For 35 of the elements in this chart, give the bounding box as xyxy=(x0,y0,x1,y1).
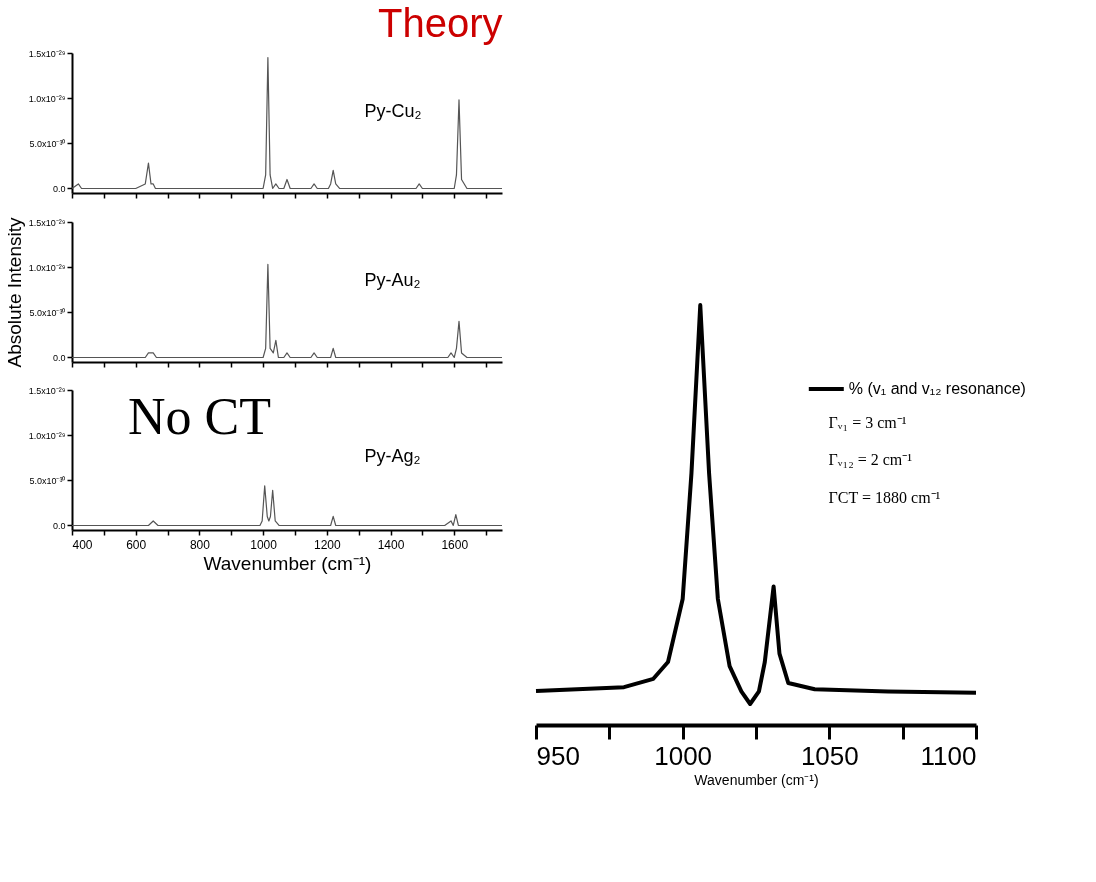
y-tick-label: 1.5x10⁻²⁹ xyxy=(28,48,66,59)
x-tick-label: 950 xyxy=(536,740,580,771)
y-tick-label: 0.0 xyxy=(52,520,66,531)
legend-label: % (v₁ and v₁₂ resonance) xyxy=(848,380,1026,397)
y-tick-label: 5.0x10⁻³⁰ xyxy=(29,475,66,486)
annotation: Py-Au₂ xyxy=(364,269,421,290)
annotation: No CT xyxy=(127,388,271,445)
y-tick-label: 1.0x10⁻²⁹ xyxy=(28,93,66,104)
y-tick-label: 0.0 xyxy=(52,183,66,194)
y-tick-label: 1.0x10⁻²⁹ xyxy=(28,262,66,273)
y-tick-label: 1.0x10⁻²⁹ xyxy=(28,430,66,441)
x-tick-label: 1400 xyxy=(377,537,405,552)
x-tick-label: 1100 xyxy=(920,740,977,771)
y-tick-label: 5.0x10⁻³⁰ xyxy=(29,307,66,318)
y-tick-label: 0.0 xyxy=(52,352,66,363)
y-tick-label: 1.5x10⁻²⁹ xyxy=(28,217,66,228)
x-tick-label: 1600 xyxy=(441,537,469,552)
x-tick-label: 1050 xyxy=(800,740,859,771)
annotation: ΓCT = 1880 cm⁻¹ xyxy=(828,489,941,507)
x-tick-label: 1000 xyxy=(250,537,278,552)
x-axis-title: Wavenumber (cm⁻¹) xyxy=(694,771,819,788)
y-axis-title: Absolute Intensity xyxy=(3,217,25,368)
x-tick-label: 800 xyxy=(189,537,211,552)
x-tick-label: 1000 xyxy=(654,740,713,771)
annotation: Py-Ag₂ xyxy=(364,446,421,467)
x-tick-label: 1200 xyxy=(313,537,341,552)
x-tick-label: 600 xyxy=(126,537,147,552)
annotation: Γᵥ₁ = 3 cm⁻¹ xyxy=(828,413,907,431)
annotation: Γᵥ₁₂ = 2 cm⁻¹ xyxy=(828,451,913,469)
x-tick-label: 400 xyxy=(72,537,93,552)
annotation: Py-Cu₂ xyxy=(364,100,422,121)
chart-title: Theory xyxy=(378,1,503,45)
y-tick-label: 5.0x10⁻³⁰ xyxy=(29,138,66,149)
x-axis-title: Wavenumber (cm⁻¹) xyxy=(203,552,372,574)
y-tick-label: 1.5x10⁻²⁹ xyxy=(28,385,66,396)
